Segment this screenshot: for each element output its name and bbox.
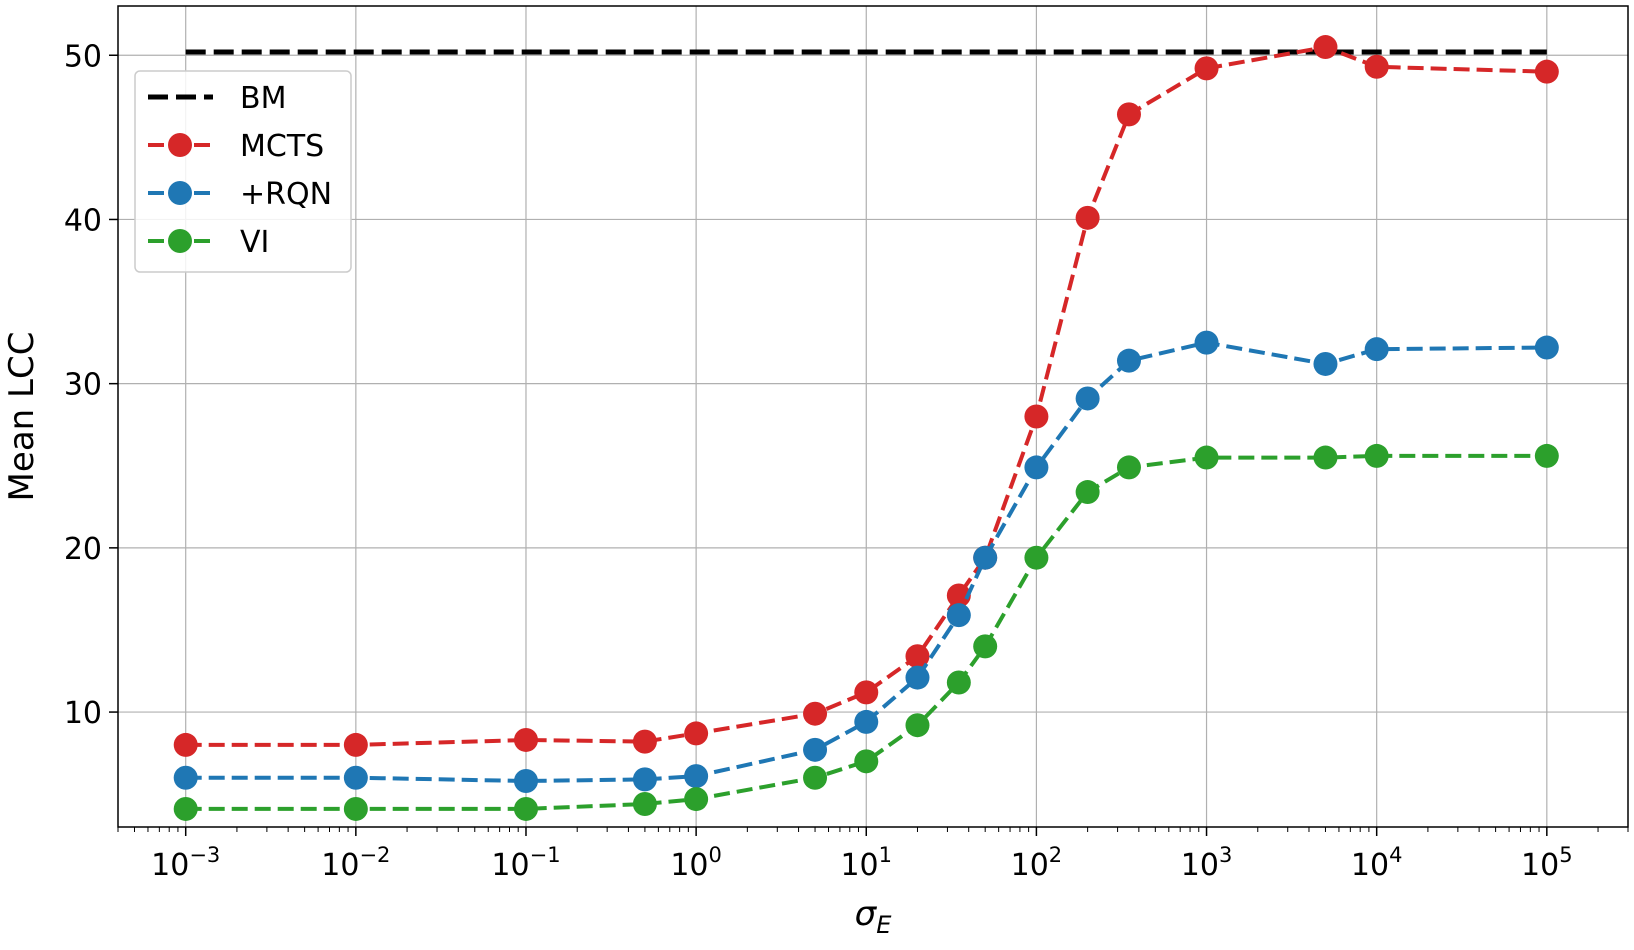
data-point <box>1364 443 1389 468</box>
data-point <box>343 796 368 821</box>
legend-marker <box>168 181 192 205</box>
data-point <box>905 665 930 690</box>
data-point <box>632 729 657 754</box>
data-point <box>1075 205 1100 230</box>
data-point <box>343 732 368 757</box>
data-point <box>343 765 368 790</box>
series-vi <box>173 443 1559 821</box>
legend: BM MCTS +RQN VI <box>134 70 352 273</box>
data-point <box>946 603 971 628</box>
y-axis-label: Mean LCC <box>2 332 42 502</box>
legend-item: +RQN <box>148 177 332 212</box>
data-point <box>905 644 930 669</box>
data-point <box>803 737 828 762</box>
series-rqn <box>173 330 1559 794</box>
data-point <box>1313 445 1338 470</box>
legend-label: VI <box>240 225 269 260</box>
data-point <box>1024 455 1049 480</box>
y-tick-label: 10 <box>64 696 102 731</box>
data-point <box>1075 386 1100 411</box>
data-point <box>173 796 198 821</box>
series-line <box>185 45 1547 747</box>
x-tick-label: 103 <box>1181 843 1233 883</box>
data-point <box>632 792 657 817</box>
data-point <box>1364 337 1389 362</box>
data-point <box>854 680 879 705</box>
data-point <box>946 583 971 608</box>
legend-marker <box>168 133 192 157</box>
plot-area <box>117 5 1629 828</box>
data-point <box>173 765 198 790</box>
legend-item: BM <box>148 81 286 116</box>
data-point <box>803 765 828 790</box>
legend-label: BM <box>240 81 286 116</box>
data-point <box>1534 59 1559 84</box>
y-tick-label: 30 <box>64 368 102 403</box>
data-point <box>1024 545 1049 570</box>
x-tick-label: 10−1 <box>491 843 560 883</box>
x-axis-label: σE <box>855 894 893 939</box>
data-point <box>1194 445 1219 470</box>
data-point <box>905 713 930 738</box>
data-point <box>513 796 538 821</box>
data-point <box>632 767 657 792</box>
x-tick-label: 102 <box>1011 843 1063 883</box>
x-axis: 10−3 10−2 10−1 100 101 102 103 104 105 <box>117 827 1629 883</box>
data-point <box>684 764 709 789</box>
data-point <box>1075 480 1100 505</box>
legend-frame <box>134 70 352 273</box>
data-point <box>513 727 538 752</box>
x-tick-label: 105 <box>1521 843 1573 883</box>
x-tick-label: 100 <box>670 843 722 883</box>
x-tick-label: 101 <box>840 843 892 883</box>
legend-item: VI <box>148 225 269 260</box>
x-tick-label: 10−2 <box>321 843 390 883</box>
data-point <box>1313 351 1338 376</box>
data-point <box>973 634 998 659</box>
data-point <box>803 701 828 726</box>
data-point <box>513 769 538 794</box>
data-point <box>973 545 998 570</box>
x-tick-label: 10−3 <box>151 843 220 883</box>
legend-marker <box>168 229 192 253</box>
y-tick-label: 50 <box>64 39 102 74</box>
data-point <box>1116 102 1141 127</box>
data-point <box>854 749 879 774</box>
data-point <box>854 709 879 734</box>
data-point <box>173 732 198 757</box>
data-point <box>1313 35 1338 60</box>
data-point <box>1364 54 1389 79</box>
data-point <box>1534 335 1559 360</box>
data-point <box>684 721 709 746</box>
legend-label: MCTS <box>240 129 324 164</box>
y-axis: 10 20 30 40 50 <box>64 39 118 731</box>
y-tick-label: 40 <box>64 203 102 238</box>
legend-label: +RQN <box>240 177 332 212</box>
y-tick-label: 20 <box>64 532 102 567</box>
data-point <box>1194 330 1219 355</box>
data-point <box>1116 348 1141 373</box>
data-point <box>946 670 971 695</box>
legend-item: MCTS <box>148 129 324 164</box>
series-layer <box>173 35 1559 821</box>
x-tick-label: 104 <box>1351 843 1403 883</box>
data-point <box>1024 404 1049 429</box>
data-point <box>1116 455 1141 480</box>
data-point <box>1194 56 1219 81</box>
data-point <box>1534 443 1559 468</box>
data-point <box>684 787 709 812</box>
